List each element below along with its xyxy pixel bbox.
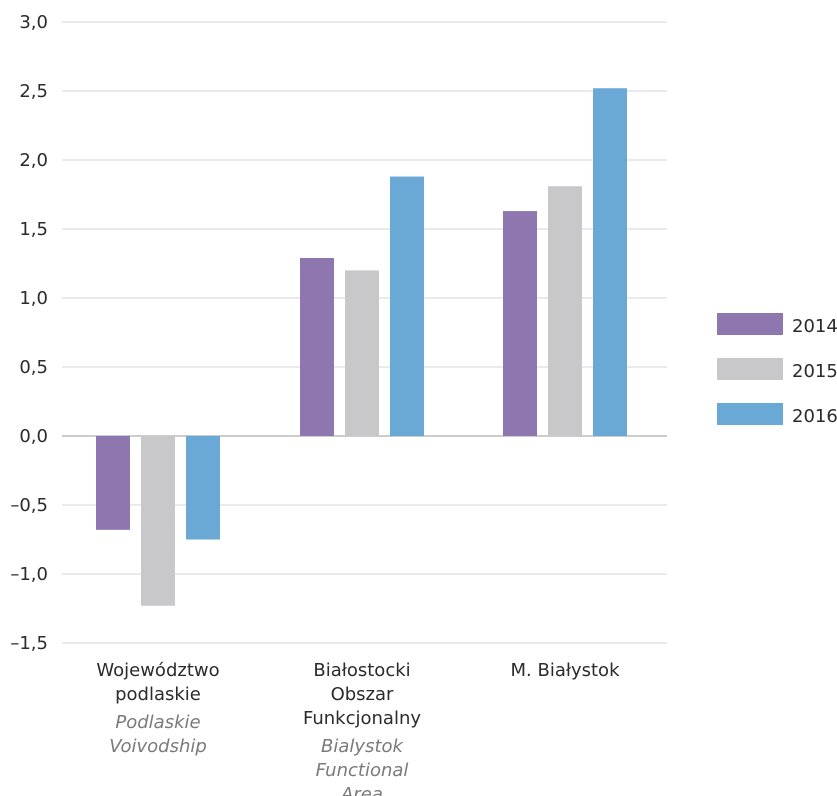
legend-swatch-2015	[717, 358, 783, 380]
y-tick-label: 2,0	[19, 150, 48, 171]
legend-label-2014: 2014	[792, 316, 837, 337]
bar-2014-cat-1	[96, 436, 130, 530]
y-tick-label: 3,0	[19, 12, 48, 33]
y-tick-label: 0,5	[19, 357, 48, 378]
y-tick-label: 0,0	[19, 426, 48, 447]
x-category-label: Obszar	[331, 684, 394, 705]
x-category-label: Województwo	[96, 660, 219, 681]
x-category-label: M. Białystok	[511, 660, 621, 681]
bar-2014-cat-3	[503, 211, 537, 436]
legend-swatch-2014	[717, 313, 783, 335]
bar-2016-cat-2	[390, 176, 424, 436]
x-category-label-english: Voivodship	[109, 736, 207, 757]
bar-2015-cat-2	[345, 270, 379, 436]
y-tick-label: 1,5	[19, 219, 48, 240]
legend: 2014 2015 2016	[717, 313, 837, 427]
bar-2016-cat-3	[593, 88, 627, 437]
x-category-label: podlaskie	[115, 684, 201, 705]
y-tick-label: –1,5	[10, 633, 48, 654]
y-tick-label: –1,0	[10, 564, 48, 585]
x-category-label-english: Functional	[316, 760, 409, 781]
x-category-label-english: Area	[340, 784, 383, 796]
y-tick-label: 1,0	[19, 288, 48, 309]
legend-swatch-2016	[717, 403, 783, 425]
x-category-label: Funkcjonalny	[303, 708, 421, 729]
legend-label-2016: 2016	[792, 406, 837, 427]
bar-2015-cat-1	[141, 436, 175, 606]
bar-2015-cat-3	[548, 186, 582, 436]
y-tick-label: 2,5	[19, 81, 48, 102]
legend-label-2015: 2015	[792, 361, 837, 382]
y-axis: 3,0 2,5 2,0 1,5 1,0 0,5 0,0 –0,5 –1,0 –1,5	[10, 12, 48, 654]
bars	[96, 88, 627, 606]
x-axis-categories: Województwo podlaskie Podlaskie Voivodship B…	[96, 660, 620, 796]
bar-2016-cat-1	[186, 436, 220, 540]
x-category-label-english: Bialystok	[321, 736, 404, 757]
x-category-label: Białostocki	[313, 660, 410, 681]
x-category-label-english: Podlaskie	[115, 712, 200, 733]
y-tick-label: –0,5	[10, 495, 48, 516]
bar-2014-cat-2	[300, 257, 334, 436]
